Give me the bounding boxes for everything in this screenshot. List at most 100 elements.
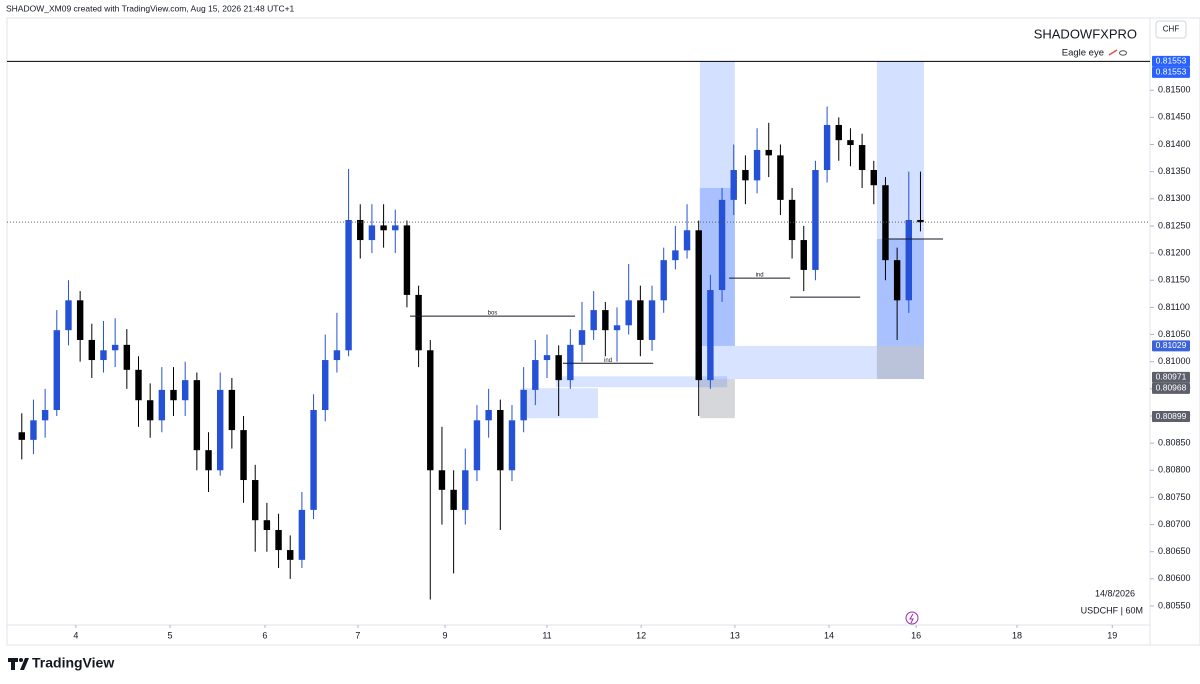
- candle-body: [333, 350, 341, 361]
- candle-body: [170, 389, 177, 401]
- candle-body: [567, 344, 574, 381]
- brand-logo-dot: [19, 658, 23, 662]
- x-tick-label: 16: [911, 630, 921, 640]
- candle-body: [111, 344, 119, 351]
- event-icon[interactable]: [905, 611, 919, 625]
- x-tick-label: 13: [730, 630, 740, 640]
- candle-body: [695, 230, 702, 381]
- candle-body: [707, 290, 714, 381]
- candle-body: [181, 380, 189, 401]
- level-label: ind: [604, 358, 612, 364]
- candle-body: [485, 409, 492, 421]
- candle-body: [427, 350, 434, 471]
- x-tick-label: 18: [1012, 630, 1022, 640]
- candle-body: [135, 369, 142, 401]
- price-label: 0.81553: [1156, 67, 1187, 77]
- candle-body: [625, 300, 632, 326]
- y-tick-label: 0.80700: [1158, 519, 1191, 529]
- candle-body: [660, 260, 667, 301]
- candle-body: [497, 409, 504, 471]
- date-note: 14/8/2026: [1095, 588, 1135, 598]
- price-label-box: [1152, 371, 1190, 383]
- y-tick-label: 0.80850: [1158, 437, 1191, 447]
- candle-body: [777, 155, 784, 200]
- candle-body: [392, 225, 399, 231]
- chart-title: SHADOWFXPRO: [1034, 26, 1137, 41]
- candle-body: [100, 350, 107, 361]
- candle-body: [158, 389, 166, 421]
- candle-body: [590, 310, 597, 331]
- zone: [876, 345, 924, 380]
- candle-body: [322, 360, 329, 410]
- candle-body: [882, 185, 889, 261]
- x-tick-label: 11: [542, 630, 551, 640]
- candle-body: [555, 355, 562, 381]
- candle-body: [543, 355, 551, 361]
- price-label: 0.80968: [1156, 383, 1187, 393]
- zone: [699, 345, 924, 380]
- price-label-box: [1152, 66, 1190, 78]
- candle-body: [146, 400, 154, 421]
- y-tick-label: 0.81150: [1158, 275, 1190, 285]
- candle-body: [602, 310, 609, 331]
- candle-body: [251, 480, 259, 521]
- level-label: ind: [756, 273, 764, 279]
- zone: [699, 379, 735, 419]
- candle-body: [847, 140, 854, 146]
- y-tick-label: 0.80750: [1158, 492, 1191, 502]
- candle-body: [216, 389, 224, 471]
- candle-body: [53, 330, 61, 410]
- candle-body: [41, 409, 49, 421]
- candle-body: [613, 325, 621, 331]
- y-tick-label: 0.80650: [1158, 546, 1191, 556]
- candle-body: [473, 420, 481, 471]
- candle-body: [893, 260, 901, 301]
- x-tick-label: 7: [355, 630, 360, 640]
- candle-body: [65, 300, 72, 331]
- y-tick-label: 0.80550: [1158, 600, 1191, 610]
- candle-body: [275, 529, 282, 551]
- candle-body: [18, 432, 25, 440]
- brand-logo: [8, 658, 29, 670]
- currency-box: [1155, 20, 1187, 39]
- candle-body: [438, 470, 446, 490]
- candle-body: [205, 450, 212, 471]
- candle-body: [240, 430, 247, 481]
- candle-body: [415, 294, 422, 351]
- candle-body: [287, 550, 294, 560]
- candle-body: [578, 330, 586, 345]
- y-tick-label: 0.81250: [1158, 220, 1191, 230]
- candle-body: [520, 389, 527, 421]
- header: SHADOW_XM09 created with TradingView.com…: [6, 3, 295, 13]
- eye-icon: [1119, 50, 1127, 56]
- candle-body: [193, 380, 201, 451]
- x-tick-label: 9: [443, 630, 448, 640]
- candle-body: [742, 170, 749, 181]
- indicator-name: Eagle eye: [1062, 48, 1104, 59]
- level-label: bos: [488, 311, 498, 317]
- candle-body: [835, 124, 842, 141]
- candle-body: [730, 170, 737, 200]
- price-label: 0.81029: [1156, 340, 1187, 350]
- candle-body: [637, 300, 644, 340]
- candle-body: [718, 199, 726, 291]
- zone: [699, 61, 735, 346]
- candle-body: [765, 149, 772, 156]
- candle-body: [917, 219, 924, 223]
- candle-body: [30, 420, 37, 440]
- zone: [555, 376, 728, 388]
- candle-body: [357, 219, 364, 241]
- y-tick-label: 0.81050: [1158, 329, 1191, 339]
- candle-body: [672, 250, 679, 261]
- candle-body: [823, 124, 831, 171]
- candle-body: [76, 300, 84, 340]
- y-tick-label: 0.81000: [1158, 356, 1191, 366]
- candle-body: [788, 199, 796, 241]
- price-label-box: [1152, 55, 1190, 67]
- candle-body: [462, 470, 469, 510]
- candle-body: [858, 145, 866, 171]
- x-tick-label: 12: [636, 630, 646, 640]
- symbol: USDCHF | 60M: [1081, 605, 1143, 615]
